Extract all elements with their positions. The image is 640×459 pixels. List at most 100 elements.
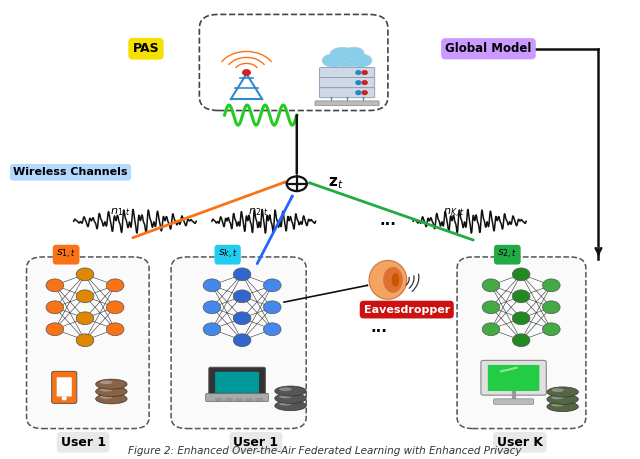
Ellipse shape xyxy=(100,395,113,399)
Circle shape xyxy=(513,290,530,303)
Circle shape xyxy=(234,312,251,325)
Circle shape xyxy=(203,279,221,292)
FancyBboxPatch shape xyxy=(235,398,243,399)
FancyBboxPatch shape xyxy=(225,398,233,399)
Ellipse shape xyxy=(383,267,403,292)
FancyBboxPatch shape xyxy=(26,257,149,429)
Circle shape xyxy=(356,81,361,84)
Text: ...: ... xyxy=(370,320,387,336)
Ellipse shape xyxy=(275,393,306,403)
Text: ...: ... xyxy=(380,213,396,228)
Circle shape xyxy=(203,301,221,313)
FancyBboxPatch shape xyxy=(255,401,263,402)
Ellipse shape xyxy=(547,387,579,397)
Text: $n_{1,t}$: $n_{1,t}$ xyxy=(110,207,131,220)
Ellipse shape xyxy=(551,388,564,392)
Text: $s_{k,t}$: $s_{k,t}$ xyxy=(218,248,237,261)
FancyBboxPatch shape xyxy=(315,101,379,106)
Circle shape xyxy=(234,290,251,303)
Text: User 1: User 1 xyxy=(61,436,106,449)
FancyBboxPatch shape xyxy=(215,372,259,393)
FancyBboxPatch shape xyxy=(255,400,263,401)
Circle shape xyxy=(356,91,361,95)
Circle shape xyxy=(264,279,281,292)
Text: $s_{2,t}$: $s_{2,t}$ xyxy=(497,248,517,261)
Ellipse shape xyxy=(275,386,306,396)
Circle shape xyxy=(482,323,500,336)
FancyBboxPatch shape xyxy=(319,67,374,78)
Circle shape xyxy=(482,279,500,292)
Circle shape xyxy=(362,91,367,95)
Ellipse shape xyxy=(344,47,364,59)
Ellipse shape xyxy=(275,401,306,411)
FancyBboxPatch shape xyxy=(57,377,72,397)
FancyBboxPatch shape xyxy=(52,371,77,403)
Text: Global Model: Global Model xyxy=(445,42,532,55)
Circle shape xyxy=(362,81,367,84)
Circle shape xyxy=(543,301,560,313)
Circle shape xyxy=(106,279,124,292)
Circle shape xyxy=(513,268,530,281)
Circle shape xyxy=(203,323,221,336)
Ellipse shape xyxy=(551,403,564,407)
Circle shape xyxy=(62,397,66,400)
Circle shape xyxy=(76,290,94,303)
Ellipse shape xyxy=(100,388,113,392)
FancyBboxPatch shape xyxy=(255,398,263,399)
Circle shape xyxy=(356,71,361,74)
FancyBboxPatch shape xyxy=(481,360,547,395)
Text: Wireless Channels: Wireless Channels xyxy=(13,167,128,177)
FancyBboxPatch shape xyxy=(225,401,233,402)
Text: $n_{2,t}$: $n_{2,t}$ xyxy=(248,207,269,220)
Circle shape xyxy=(76,312,94,325)
FancyBboxPatch shape xyxy=(235,400,243,401)
Circle shape xyxy=(362,71,367,74)
Ellipse shape xyxy=(392,273,399,287)
FancyBboxPatch shape xyxy=(488,365,540,391)
FancyBboxPatch shape xyxy=(205,393,269,402)
Ellipse shape xyxy=(100,381,113,384)
FancyBboxPatch shape xyxy=(245,401,253,402)
Text: $s_{1,t}$: $s_{1,t}$ xyxy=(56,248,76,261)
Circle shape xyxy=(234,334,251,347)
Circle shape xyxy=(46,301,63,313)
Text: User 1: User 1 xyxy=(234,436,278,449)
FancyBboxPatch shape xyxy=(225,400,233,401)
FancyBboxPatch shape xyxy=(235,401,243,402)
Circle shape xyxy=(46,279,63,292)
Circle shape xyxy=(543,323,560,336)
Text: Eavesdropper: Eavesdropper xyxy=(364,305,450,314)
Circle shape xyxy=(543,279,560,292)
Text: PAS: PAS xyxy=(132,42,159,55)
Ellipse shape xyxy=(369,260,407,299)
Circle shape xyxy=(264,301,281,313)
Ellipse shape xyxy=(279,395,292,398)
Circle shape xyxy=(513,334,530,347)
FancyBboxPatch shape xyxy=(215,400,223,401)
FancyBboxPatch shape xyxy=(200,14,388,111)
Text: Figure 2: Enhanced Over-the-Air Federated Learning with Enhanced Privacy: Figure 2: Enhanced Over-the-Air Federate… xyxy=(128,446,522,456)
FancyBboxPatch shape xyxy=(493,399,534,404)
Ellipse shape xyxy=(279,387,292,391)
Text: $n_{K,t}$: $n_{K,t}$ xyxy=(443,207,465,220)
Circle shape xyxy=(264,323,281,336)
Circle shape xyxy=(234,268,251,281)
Ellipse shape xyxy=(95,394,127,404)
Circle shape xyxy=(106,301,124,313)
FancyBboxPatch shape xyxy=(457,257,586,429)
FancyBboxPatch shape xyxy=(245,400,253,401)
Circle shape xyxy=(513,312,530,325)
FancyBboxPatch shape xyxy=(215,401,223,402)
FancyBboxPatch shape xyxy=(209,367,266,397)
FancyBboxPatch shape xyxy=(245,398,253,399)
Ellipse shape xyxy=(349,54,372,67)
FancyBboxPatch shape xyxy=(319,88,374,98)
Ellipse shape xyxy=(330,47,355,61)
Circle shape xyxy=(106,323,124,336)
Text: $\mathbf{z}_t$: $\mathbf{z}_t$ xyxy=(328,175,344,190)
FancyBboxPatch shape xyxy=(319,78,374,88)
Circle shape xyxy=(76,268,94,281)
Circle shape xyxy=(46,323,63,336)
FancyBboxPatch shape xyxy=(215,398,223,399)
Ellipse shape xyxy=(279,402,292,406)
